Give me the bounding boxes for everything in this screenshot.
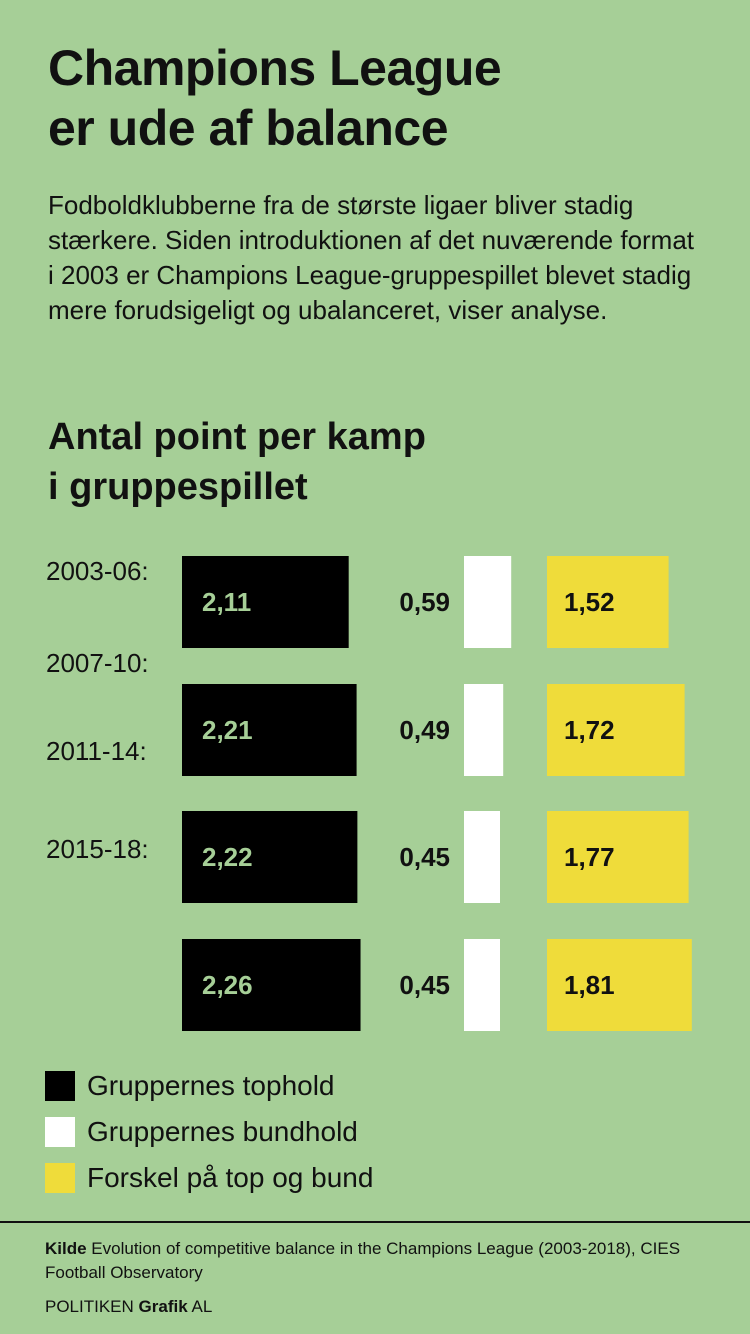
bar-tophold-label: 2,21 (202, 715, 253, 745)
bar-forskel (547, 684, 685, 776)
bar-bundhold-label: 0,45 (399, 970, 450, 1000)
footer-divider (0, 1221, 750, 1223)
legend-label-bottom: Gruppernes bundhold (87, 1116, 358, 1147)
bar-tophold (182, 556, 349, 648)
title-line-2: er ude af balance (48, 100, 449, 156)
bar-bundhold (464, 684, 504, 776)
brand-name: POLITIKEN (45, 1297, 134, 1316)
bar-forskel-label: 1,81 (564, 970, 615, 1000)
period-label: 2011-14: (46, 736, 147, 766)
source-line: Kilde Evolution of competitive balance i… (45, 1237, 735, 1285)
bar-forskel (547, 556, 669, 648)
bar-tophold-label: 2,22 (202, 842, 253, 872)
bar-bundhold-label: 0,45 (399, 842, 450, 872)
subtitle-line-2: i gruppespillet (48, 466, 308, 508)
bar-forskel-label: 1,72 (564, 715, 615, 745)
credit-line: POLITIKEN Grafik AL (45, 1295, 735, 1319)
bar-tophold (182, 684, 357, 776)
legend-swatch-white (45, 1117, 75, 1147)
legend-item-top: Gruppernes tophold (45, 1063, 373, 1109)
period-label: 2007-10: (46, 648, 149, 678)
bar-bundhold (464, 939, 500, 1031)
legend-label-top: Gruppernes tophold (87, 1070, 335, 1101)
source-text: Evolution of competitive balance in the … (45, 1239, 681, 1282)
bar-bundhold (464, 556, 512, 648)
brand-dept: Grafik (138, 1297, 188, 1316)
bar-tophold-label: 2,11 (202, 587, 251, 617)
page-title: Champions League er ude af balance (48, 38, 728, 158)
legend-swatch-yellow (45, 1163, 75, 1193)
title-line-1: Champions League (48, 40, 502, 96)
bar-tophold (182, 811, 358, 903)
period-label: 2003-06: (46, 556, 149, 586)
source-label: Kilde (45, 1239, 87, 1258)
bar-tophold-label: 2,26 (202, 970, 253, 1000)
chart-legend: Gruppernes tophold Gruppernes bundhold F… (45, 1063, 373, 1201)
intro-text: Fodboldklubberne fra de største ligaer b… (48, 190, 695, 325)
bar-forskel-label: 1,77 (564, 842, 615, 872)
footer: Kilde Evolution of competitive balance i… (45, 1237, 735, 1319)
legend-item-bottom: Gruppernes bundhold (45, 1109, 373, 1155)
bar-forskel (547, 811, 689, 903)
legend-label-difference: Forskel på top og bund (87, 1162, 374, 1193)
bar-bundhold-label: 0,49 (399, 715, 450, 745)
subtitle-line-1: Antal point per kamp (48, 416, 426, 458)
bar-bundhold (464, 811, 500, 903)
bar-forskel (547, 939, 692, 1031)
legend-item-difference: Forskel på top og bund (45, 1155, 373, 1201)
brand-initials: AL (191, 1297, 213, 1316)
points-chart: 2003-06: 2007-10: 2011-14: 2015-18: 2,11 0,59… (46, 556, 692, 1031)
legend-swatch-black (45, 1071, 75, 1101)
bar-tophold (182, 939, 361, 1031)
bar-bundhold-label: 0,59 (399, 587, 450, 617)
chart-subtitle: Antal point per kamp i gruppespillet (48, 412, 648, 512)
bar-forskel-label: 1,52 (564, 587, 615, 617)
period-label: 2015-18: (46, 834, 149, 864)
